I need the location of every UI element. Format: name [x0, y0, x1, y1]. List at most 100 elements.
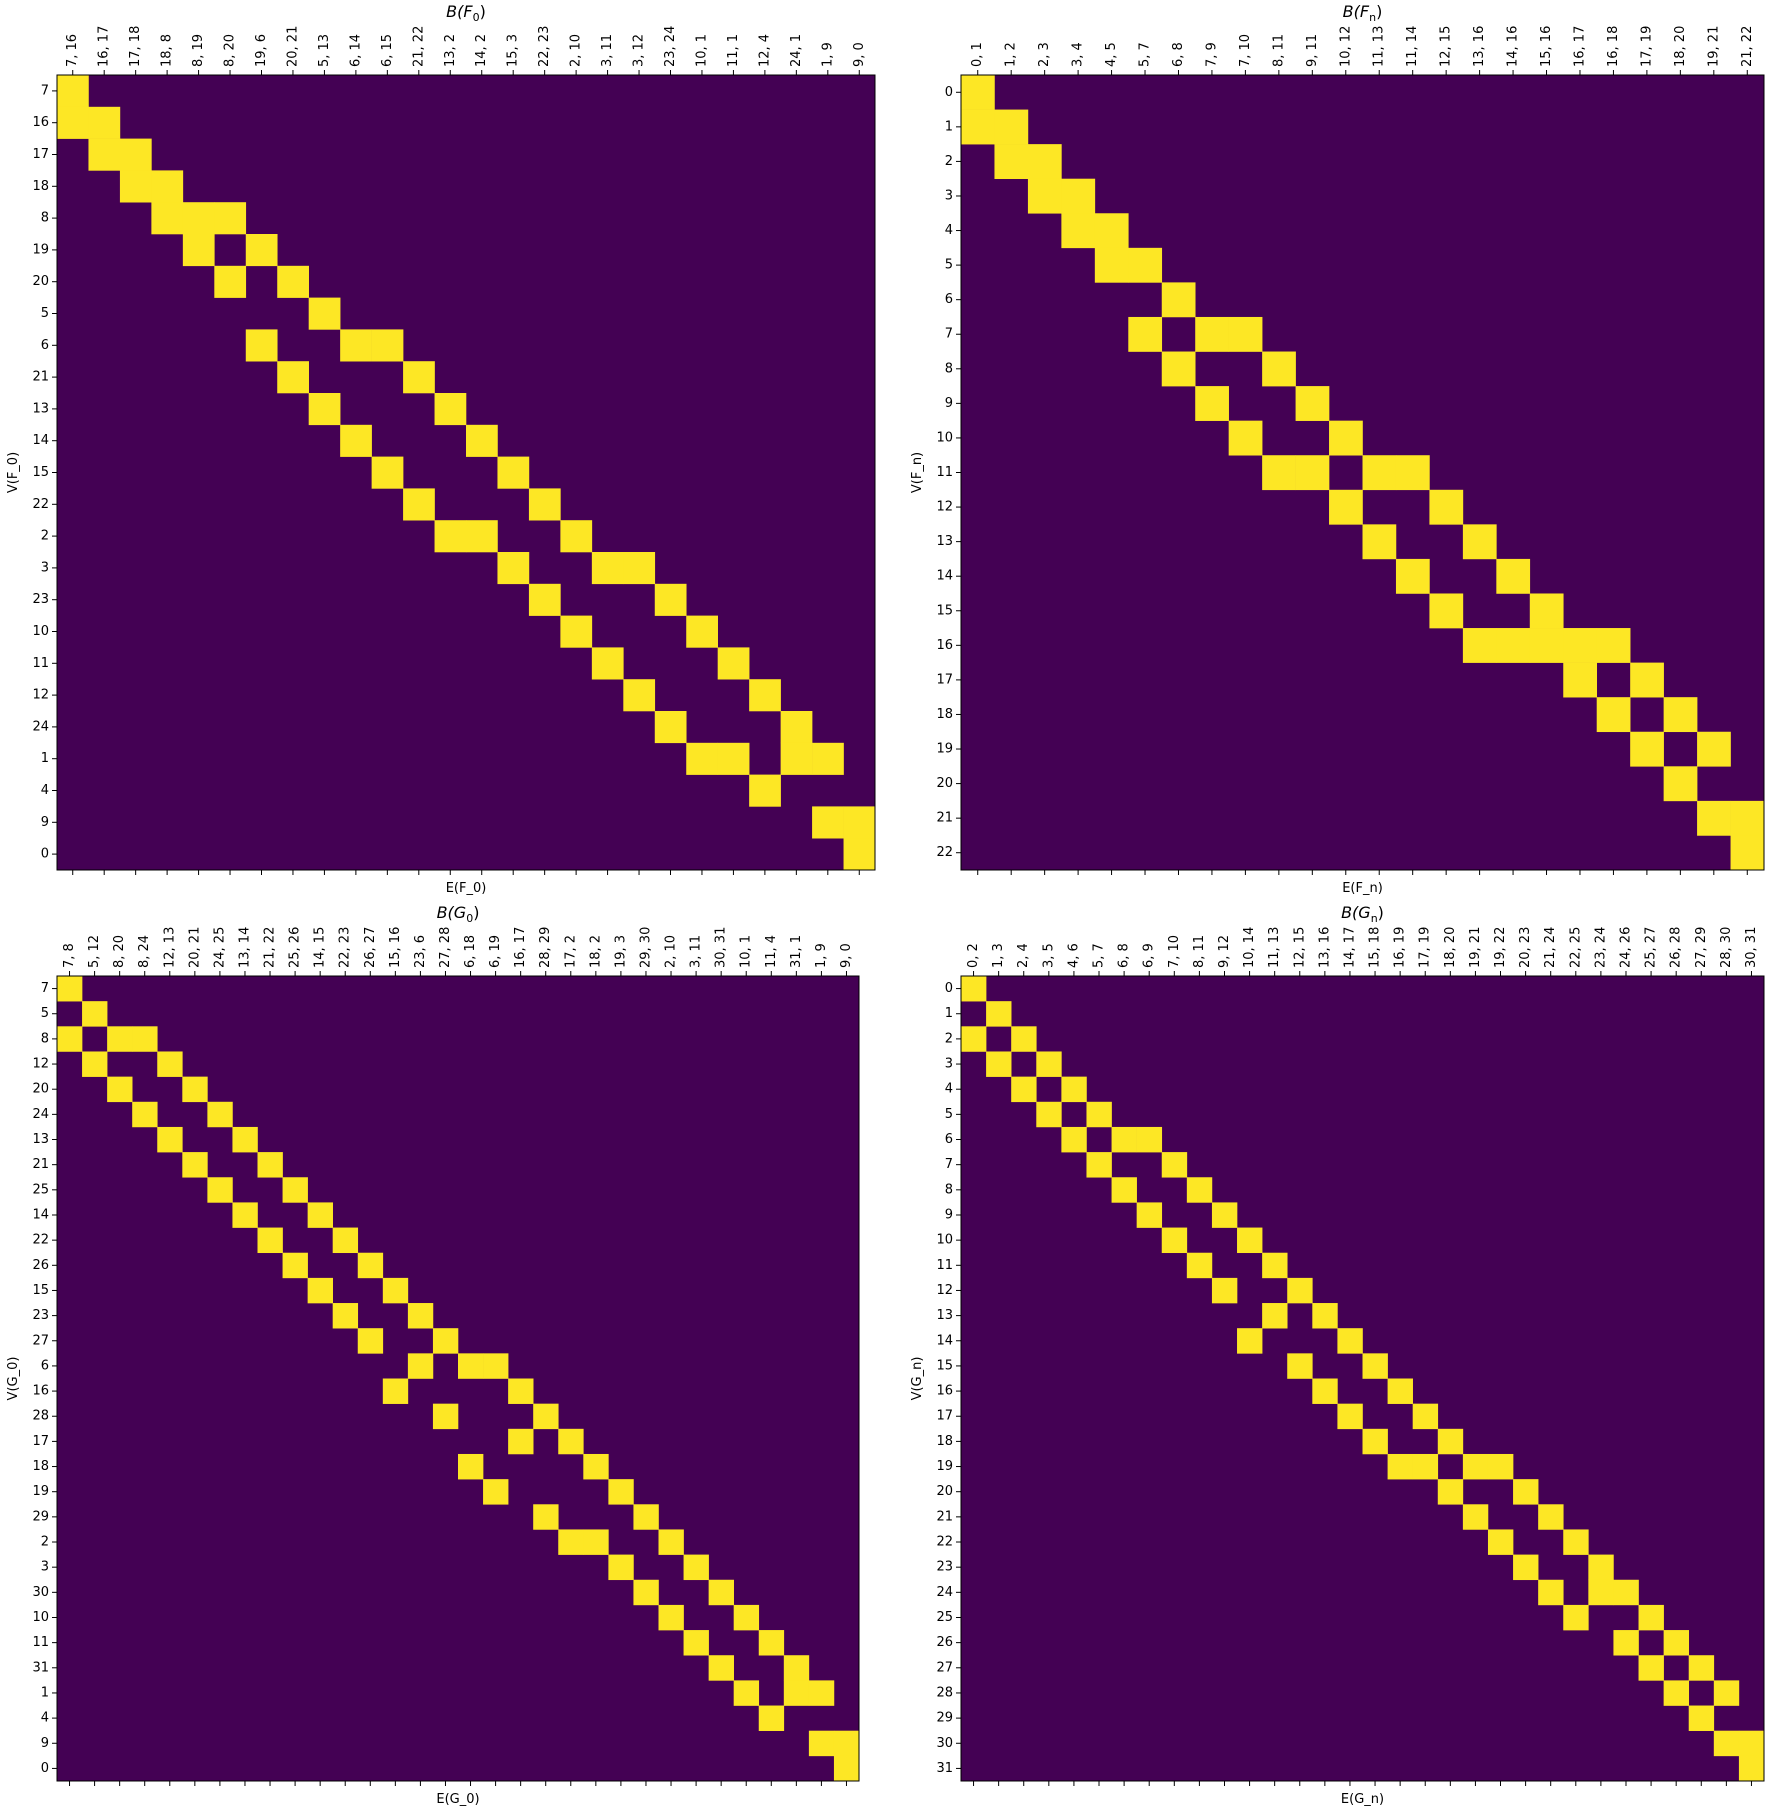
x-tick-label: 18, 2: [588, 935, 603, 968]
y-tick-label: 0: [41, 847, 49, 862]
y-tick-label: 27: [936, 1660, 953, 1675]
y-tick-label: 11: [32, 656, 49, 671]
heatmap-cell: [182, 234, 215, 267]
heatmap-cell: [88, 106, 121, 139]
heatmap-panel-g0: 7, 8 5, 12 8, 20 8, 24 12, 13 20, 21 24, 25 13,…: [6, 903, 860, 1807]
y-axis-label: V(G_n): [910, 1357, 925, 1401]
y-tick-label: 10: [936, 430, 953, 445]
heatmap-cell: [1538, 1579, 1564, 1606]
y-tick-label: 25: [936, 1610, 953, 1625]
heatmap-cell: [1529, 628, 1564, 663]
heatmap-cell: [232, 1126, 258, 1153]
heatmap-cell: [1697, 731, 1731, 767]
y-tick-label: 18: [936, 707, 953, 722]
y-tick-label: 15: [936, 1358, 953, 1373]
heatmap-panel-fn: 0, 1 1, 2 2, 3 3, 4 4, 5 5, 7 6, 8 7, 9 7, 10 8, …: [910, 2, 1765, 896]
heatmap-cell: [608, 1554, 634, 1581]
heatmap-cell: [558, 1428, 584, 1455]
x-tick-label: 18, 8: [160, 34, 175, 67]
heatmap-cell: [308, 393, 341, 426]
heatmap-cell: [654, 711, 687, 744]
heatmap-cell: [1337, 1403, 1363, 1430]
y-tick-label: 17: [32, 1434, 49, 1449]
y-tick-label: 20: [32, 274, 49, 289]
heatmap-cell: [812, 742, 844, 775]
x-tick-label: 19, 21: [1706, 26, 1721, 67]
y-tick-label: 28: [32, 1409, 49, 1424]
heatmap-cell: [432, 1403, 459, 1430]
x-tick-label: 10, 1: [739, 935, 754, 968]
heatmap-cell: [961, 109, 995, 145]
x-tick-label: 5, 13: [317, 34, 332, 67]
x-tick-label: 17, 19: [1639, 26, 1654, 67]
heatmap-cell: [1429, 489, 1464, 525]
heatmap-cell: [1730, 835, 1765, 871]
heatmap-cell: [1563, 1529, 1589, 1555]
x-tick-label: 14, 15: [313, 927, 328, 968]
y-tick-label: 30: [32, 1585, 49, 1600]
x-tick-label: 15, 16: [1539, 26, 1554, 67]
y-tick-label: 15: [936, 603, 953, 618]
heatmap-cell: [1487, 1529, 1514, 1555]
y-tick-label: 16: [936, 1384, 953, 1399]
x-tick-label: 17, 19: [1418, 927, 1433, 968]
heatmap-cell: [1195, 316, 1229, 352]
heatmap-cell: [1412, 1453, 1439, 1480]
x-tick-label: 14, 16: [1506, 26, 1521, 67]
y-tick-label: 27: [32, 1333, 49, 1348]
x-tick-label: 23, 24: [663, 26, 678, 67]
y-tick-label: 19: [936, 742, 953, 757]
heatmap-cell: [1111, 1177, 1137, 1203]
heatmap-cell: [1387, 1378, 1413, 1404]
heatmap-cell: [1688, 1655, 1715, 1681]
heatmap-cell: [1462, 524, 1497, 560]
x-tick-label: 30, 31: [1744, 927, 1759, 968]
x-tick-label: 21, 22: [263, 927, 278, 968]
heatmap-cell: [1613, 1579, 1639, 1606]
heatmap-cell: [783, 1655, 810, 1681]
x-tick-label: 13, 16: [1472, 26, 1487, 67]
heatmap-cell: [403, 361, 435, 394]
heatmap-cell: [780, 711, 813, 744]
x-tick-label: 17, 18: [128, 26, 143, 67]
x-tick-label: 20, 21: [187, 927, 202, 968]
axes-frame: [56, 975, 860, 1782]
heatmap-cell: [307, 1202, 333, 1228]
heatmap-cell: [1362, 1428, 1388, 1455]
heatmap-cell: [277, 265, 309, 298]
y-tick-label: 23: [32, 592, 49, 607]
heatmap-cell: [151, 202, 184, 235]
heatmap-cell: [1061, 1126, 1087, 1153]
x-tick-label: 8, 11: [1192, 935, 1207, 968]
heatmap-cell: [1688, 1705, 1715, 1731]
heatmap-cell: [994, 144, 1029, 179]
y-tick-label: 5: [945, 1107, 953, 1122]
heatmap-cell: [1061, 178, 1096, 214]
x-tick-label: 26, 28: [1669, 927, 1684, 968]
x-tick-label: 19, 3: [613, 935, 628, 968]
heatmap-cell: [432, 1328, 459, 1354]
heatmap-cell: [1563, 1604, 1589, 1631]
y-tick-label: 5: [41, 306, 49, 321]
heatmap-cell: [1161, 1227, 1188, 1254]
heatmap-cell: [458, 1353, 484, 1379]
y-tick-label: 26: [32, 1258, 49, 1273]
heatmap-cell: [1211, 1277, 1238, 1304]
y-tick-label: 23: [936, 1560, 953, 1575]
axes-frame: [960, 975, 1765, 1782]
y-tick-label: 12: [936, 500, 953, 515]
heatmap-cell: [1061, 1076, 1087, 1103]
y-tick-label: 20: [936, 776, 953, 791]
heatmap-cell: [1663, 1630, 1690, 1656]
heatmap-cell: [686, 615, 718, 648]
heatmap-cell: [1738, 1755, 1765, 1782]
y-tick-label: 15: [32, 1283, 49, 1298]
x-tick-label: 8, 20: [223, 34, 238, 67]
x-tick-label: 5, 7: [1138, 42, 1153, 67]
heatmap-cell: [1437, 1428, 1464, 1455]
heatmap-cell: [1630, 662, 1664, 698]
y-tick-label: 29: [32, 1509, 49, 1524]
heatmap-cell: [57, 75, 89, 108]
heatmap-cell: [1312, 1378, 1338, 1404]
y-tick-label: 21: [936, 1509, 953, 1524]
